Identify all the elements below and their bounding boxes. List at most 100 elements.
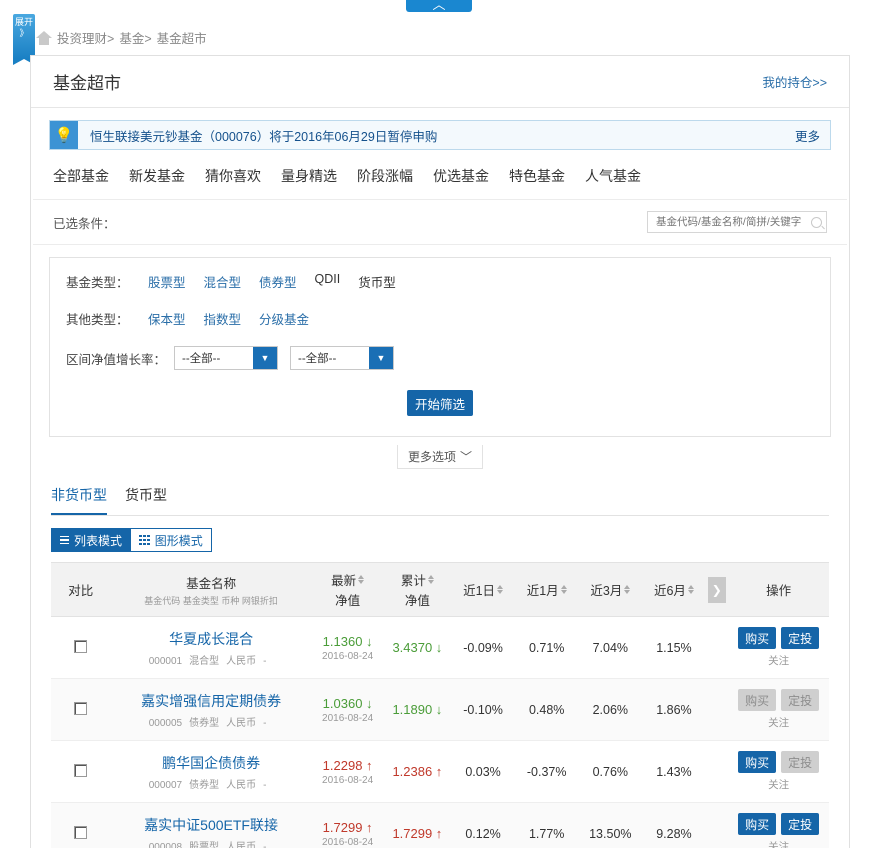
auto-invest-button[interactable]: 定投 — [781, 627, 820, 649]
my-holdings-link[interactable]: 我的持仓>> — [762, 76, 827, 90]
tab-guess-you-like[interactable]: 猜你喜欢 — [205, 168, 261, 184]
collapse-top-button[interactable]: ︿ — [406, 0, 472, 12]
other-type-option-guaranteed[interactable]: 保本型 — [148, 313, 186, 327]
row-spacer-cell — [705, 802, 729, 848]
view-mode-list[interactable]: 列表模式 — [51, 528, 132, 552]
fund-type-option-hybrid[interactable]: 混合型 — [203, 276, 242, 290]
buy-button[interactable]: 购买 — [738, 751, 777, 773]
tab-new-funds[interactable]: 新发基金 — [129, 168, 185, 184]
growth-from-select[interactable]: --全部-- ▼ — [174, 346, 278, 370]
sort-icon[interactable] — [427, 575, 434, 584]
fund-type-option-bond[interactable]: 债券型 — [259, 276, 297, 290]
fund-type-option-stock[interactable]: 股票型 — [148, 276, 186, 290]
chevron-right-icon[interactable]: ❯ — [707, 576, 726, 603]
buy-button[interactable]: 购买 — [738, 627, 777, 649]
column-scroll-next[interactable]: ❯ — [705, 562, 729, 617]
sort-icon[interactable] — [624, 584, 631, 594]
nav-date: 2016-08-24 — [322, 712, 374, 724]
compare-checkbox[interactable] — [74, 825, 88, 839]
subtab-non-monetary[interactable]: 非货币型 — [51, 485, 107, 515]
notice-more-link[interactable]: 更多 — [794, 129, 820, 144]
table-row: 鹏华国企债债券 000007 债券型 人民币 -1.2298 ↑ 2016-08-24 1.… — [51, 740, 829, 803]
filter-panel: 基金类型： 股票型 混合型 债券型 QDII 货币型 其他类型： 保本型 指数型… — [49, 257, 831, 437]
fund-name-link[interactable]: 嘉实中证500ETF联接 — [144, 816, 278, 833]
table-header-row: 对比 基金名称 基金代码 基金类型 币种 网银折扣 最新 — [51, 562, 829, 617]
column-month1[interactable]: 近1月 — [514, 562, 579, 617]
follow-link[interactable]: 关注 — [768, 655, 790, 667]
other-type-option-graded[interactable]: 分级基金 — [259, 313, 310, 327]
other-type-option-index[interactable]: 指数型 — [203, 313, 242, 327]
search-icon[interactable] — [811, 216, 822, 228]
column-latest-nav[interactable]: 最新 净值 — [311, 562, 384, 617]
subtab-monetary[interactable]: 货币型 — [125, 487, 167, 503]
sidebar-expand-handle[interactable]: 展开 》 — [13, 14, 35, 65]
fund-currency: 人民币 — [226, 655, 257, 667]
tab-tailored[interactable]: 量身精选 — [281, 168, 337, 184]
row-month1-cell: 0.71% — [514, 616, 579, 679]
tab-featured[interactable]: 特色基金 — [509, 168, 565, 184]
sort-icon[interactable] — [687, 584, 694, 594]
tab-preferred[interactable]: 优选基金 — [433, 168, 489, 184]
row-action-cell: 购买 定投 关注 — [728, 678, 829, 741]
list-icon — [60, 535, 69, 545]
fund-code: 000005 — [148, 717, 183, 729]
row-action-cell: 购买 定投关注 — [728, 616, 829, 679]
row-month6-cell: 1.43% — [642, 740, 706, 803]
follow-link[interactable]: 关注 — [768, 841, 790, 848]
search-input[interactable] — [654, 215, 811, 229]
chevron-down-icon[interactable]: ▼ — [253, 347, 277, 369]
breadcrumb-item-1[interactable]: 基金> — [119, 32, 152, 46]
latest-nav-value: 1.7299 ↑ — [322, 819, 373, 835]
buy-button[interactable]: 购买 — [738, 813, 777, 835]
fund-meta: 000005 债券型 人民币 - — [113, 714, 310, 729]
follow-link[interactable]: 关注 — [768, 779, 790, 791]
funds-table: 对比 基金名称 基金代码 基金类型 币种 网银折扣 最新 — [51, 562, 829, 848]
more-options-button[interactable]: 更多选项 ﹀ — [397, 445, 483, 469]
fund-currency: 人民币 — [226, 841, 257, 848]
tab-stage-gain[interactable]: 阶段涨幅 — [357, 168, 413, 184]
accum-nav-value: 3.4370 ↓ — [392, 640, 443, 655]
row-compare-cell — [51, 802, 111, 848]
start-filter-button[interactable]: 开始筛选 — [407, 390, 473, 416]
fund-name-link[interactable]: 鹏华国企债债券 — [162, 754, 261, 771]
latest-nav-value: 1.2298 ↑ — [322, 757, 373, 773]
fund-type-option-money[interactable]: 货币型 — [358, 276, 396, 290]
compare-checkbox[interactable] — [74, 639, 88, 653]
chevron-down-icon[interactable]: ▼ — [369, 347, 393, 369]
compare-checkbox[interactable] — [74, 763, 88, 777]
table-row: 嘉实中证500ETF联接 000008 股票型 人民币 -1.7299 ↑ 2016-08… — [51, 802, 829, 848]
row-month3-cell: 2.06% — [578, 678, 643, 741]
fund-discount: - — [263, 717, 267, 729]
follow-link[interactable]: 关注 — [768, 717, 790, 729]
column-month3[interactable]: 近3月 — [578, 562, 643, 617]
row-compare-cell — [51, 616, 111, 679]
row-month6-cell: 1.86% — [642, 678, 706, 741]
sort-icon[interactable] — [497, 584, 504, 594]
fund-code: 000008 — [148, 841, 183, 848]
breadcrumb-item-0[interactable]: 投资理财> — [57, 32, 115, 46]
nav-date: 2016-08-24 — [322, 774, 374, 786]
auto-invest-button[interactable]: 定投 — [781, 813, 820, 835]
fund-type-option-qdii[interactable]: QDII — [314, 272, 341, 286]
tab-all-funds[interactable]: 全部基金 — [53, 168, 109, 184]
tab-popular[interactable]: 人气基金 — [585, 168, 641, 184]
nav-date: 2016-08-24 — [322, 836, 374, 848]
fund-name-link[interactable]: 华夏成长混合 — [169, 630, 254, 647]
row-accum-nav-cell: 3.4370 ↓ — [383, 616, 452, 679]
sort-icon[interactable] — [560, 584, 567, 594]
fund-meta: 000001 混合型 人民币 - — [113, 652, 310, 667]
compare-checkbox[interactable] — [74, 701, 88, 715]
column-month6[interactable]: 近6月 — [642, 562, 706, 617]
sort-icon[interactable] — [358, 575, 365, 584]
fund-name-link[interactable]: 嘉实增强信用定期债券 — [141, 692, 282, 709]
breadcrumb-item-2[interactable]: 基金超市 — [156, 32, 207, 46]
fund-code: 000001 — [148, 655, 183, 667]
view-mode-grid[interactable]: 图形模式 — [131, 528, 212, 552]
row-month1-cell: 0.48% — [514, 678, 579, 741]
latest-nav-value: 1.0360 ↓ — [322, 695, 373, 711]
home-icon — [36, 30, 52, 45]
fund-search-box[interactable] — [647, 211, 827, 233]
column-accum-nav[interactable]: 累计 净值 — [383, 562, 452, 617]
column-day1[interactable]: 近1日 — [451, 562, 515, 617]
growth-to-select[interactable]: --全部-- ▼ — [290, 346, 394, 370]
